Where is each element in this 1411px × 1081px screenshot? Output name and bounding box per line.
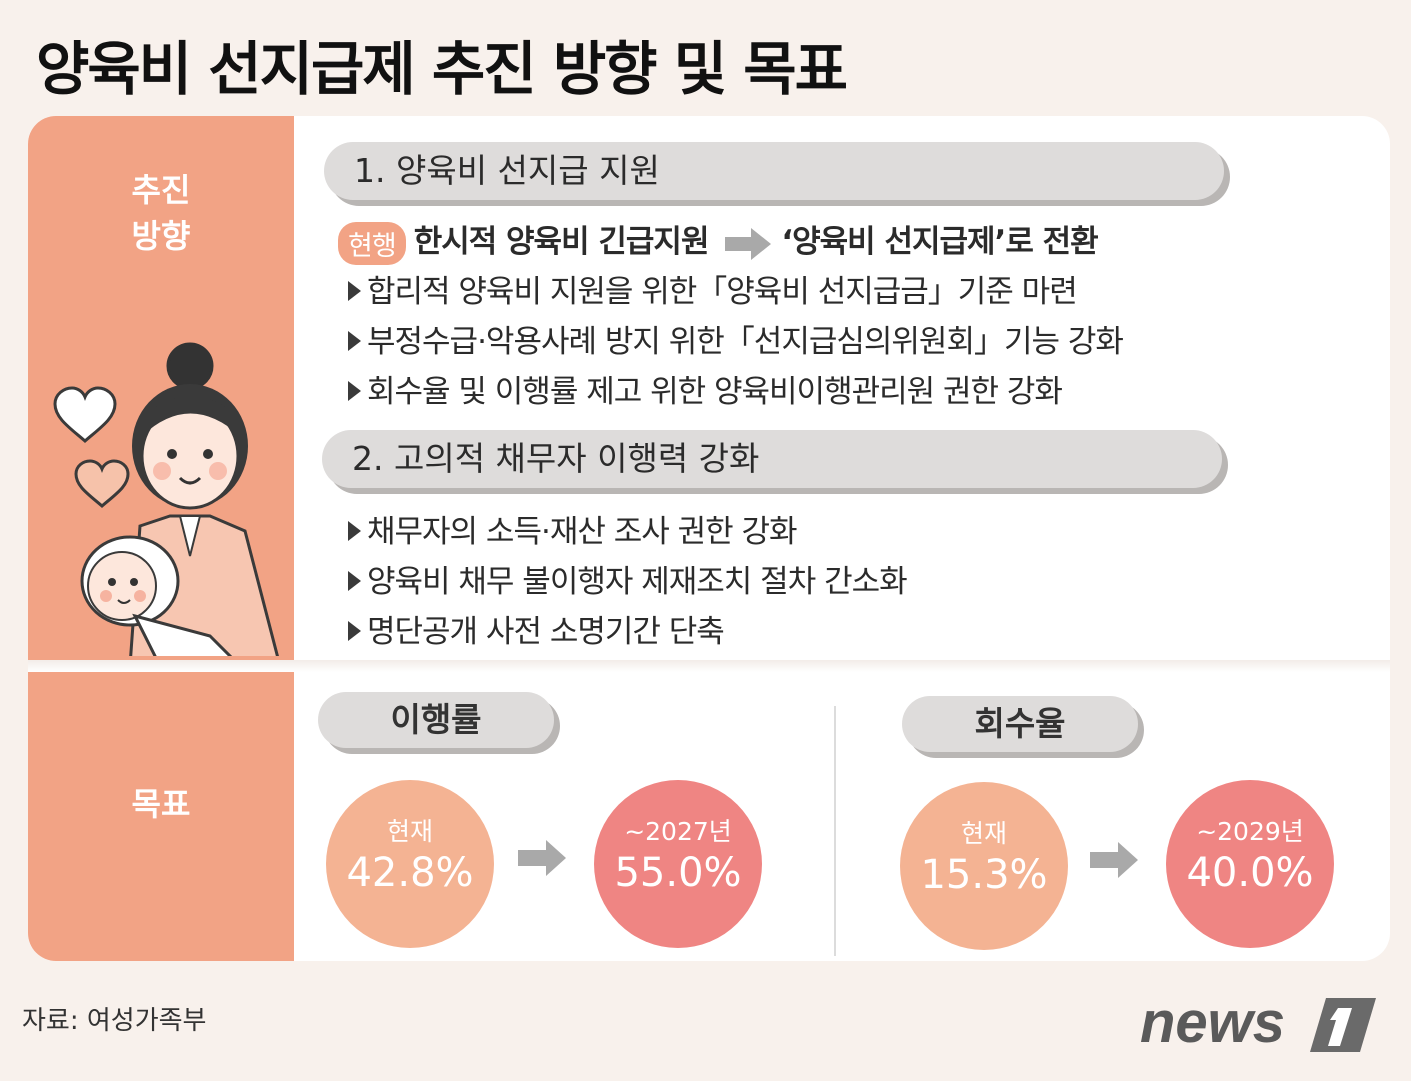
target-caption: ~2029년 [1196, 817, 1304, 846]
heart-icon [74, 459, 130, 508]
target-value: 40.0% [1186, 850, 1314, 896]
current-caption: 현재 [386, 817, 433, 846]
logo-text: news [1140, 990, 1285, 1055]
news1-logo: news [1140, 990, 1376, 1055]
direction-label-1: 추진 [131, 171, 191, 209]
list-item-text: 양육비 채무 불이행자 제재조치 절차 간소화 [367, 564, 908, 600]
list-item: 채무자의 소득·재산 조사 권한 강화 [348, 506, 798, 551]
list-item: 양육비 채무 불이행자 제재조치 절차 간소화 [348, 556, 908, 601]
arrow-right-icon [1090, 842, 1138, 878]
content-card: 추진 방향 목표 [28, 116, 1390, 961]
current-policy: 한시적 양육비 긴급지원 [413, 224, 710, 260]
list-item: 명단공개 사전 소명기간 단축 [348, 606, 725, 651]
target-rate-circle: ~2027년 55.0% [594, 780, 762, 948]
page-title: 양육비 선지급제 추진 방향 및 목표 [36, 35, 848, 103]
bullet-icon [348, 620, 361, 641]
current-badge: 현행 [338, 222, 406, 265]
goal-label: 목표 [131, 785, 191, 823]
list-item-text: 회수율 및 이행률 제고 위한 양육비이행관리원 권한 강화 [367, 374, 1063, 410]
target-policy: ‘양육비 선지급제’로 전환 [781, 224, 1098, 260]
direction-label-2: 방향 [131, 217, 191, 255]
list-item: 부정수급·악용사례 방지 위한「선지급심의위원회」기능 강화 [348, 316, 1124, 361]
list-item-text: 채무자의 소득·재산 조사 권한 강화 [367, 514, 798, 550]
list-item-text: 명단공개 사전 소명기간 단축 [367, 614, 725, 650]
target-rate-circle: ~2029년 40.0% [1166, 780, 1334, 948]
arrow-right-icon [518, 840, 566, 876]
heart-icon [53, 386, 117, 443]
current-value: 42.8% [346, 850, 474, 896]
section1-header: 1. 양육비 선지급 지원 [324, 142, 1224, 200]
source-note: 자료: 여성가족부 [22, 1006, 207, 1036]
current-caption: 현재 [960, 819, 1007, 848]
bullet-icon [348, 380, 361, 401]
bullet-icon [348, 330, 361, 351]
target-value: 55.0% [614, 850, 742, 896]
section2-header: 2. 고의적 채무자 이행력 강화 [322, 430, 1222, 488]
side-panel: 추진 방향 목표 [28, 116, 294, 961]
list-item: 회수율 및 이행률 제고 위한 양육비이행관리원 권한 강화 [348, 366, 1063, 411]
arrow-right-icon [725, 227, 772, 260]
list-item-text: 합리적 양육비 지원을 위한「양육비 선지급금」기준 마련 [367, 274, 1078, 310]
current-rate-circle: 현재 15.3% [900, 782, 1068, 950]
section1-change-row: 현행 한시적 양육비 긴급지원 ‘양육비 선지급제’로 전환 [338, 216, 1099, 265]
list-item-text: 부정수급·악용사례 방지 위한「선지급심의위원회」기능 강화 [367, 324, 1124, 360]
bullet-icon [348, 570, 361, 591]
target-caption: ~2027년 [624, 817, 732, 846]
bullet-icon [348, 520, 361, 541]
section-divider [28, 660, 1390, 672]
goal-label-recovery-rate: 회수율 [902, 696, 1138, 752]
mother-baby-illustration [53, 342, 279, 656]
current-value: 15.3% [920, 852, 1048, 898]
current-rate-circle: 현재 42.8% [326, 780, 494, 948]
bullet-icon [348, 280, 361, 301]
list-item: 합리적 양육비 지원을 위한「양육비 선지급금」기준 마련 [348, 266, 1078, 311]
goal-divider [834, 706, 836, 956]
goal-label-implementation-rate: 이행률 [318, 692, 554, 748]
